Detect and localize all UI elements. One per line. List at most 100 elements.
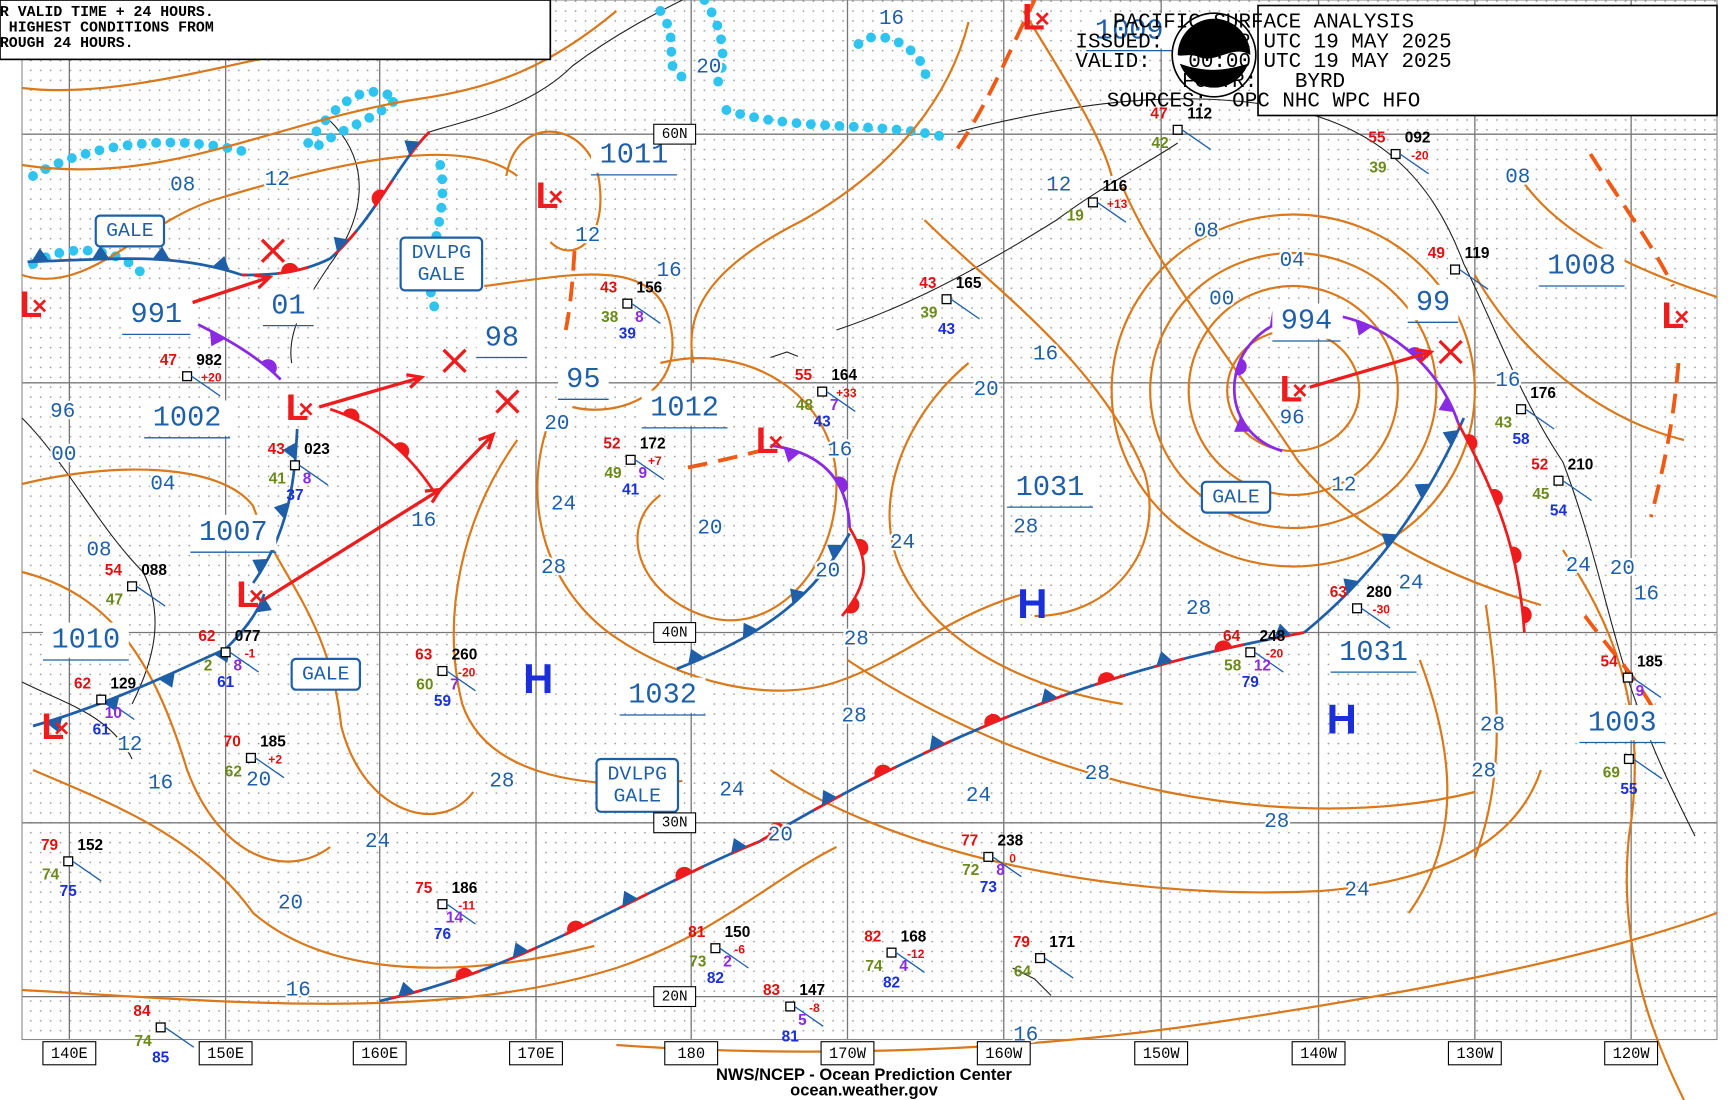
station-k: -30 [1373, 603, 1391, 617]
isobar [616, 911, 1718, 1053]
wind-barb [136, 585, 166, 607]
isobar-label: 16 [286, 980, 311, 1003]
lon-label: 180 [677, 1045, 705, 1063]
ice-edge [655, 6, 688, 82]
front [197, 323, 282, 381]
front-symbol [827, 544, 843, 560]
isobar-label: 16 [879, 8, 904, 31]
pressure-label: 1008 [1547, 250, 1616, 283]
wind-barb [446, 903, 476, 925]
isobar-label: 28 [1471, 761, 1496, 784]
wind-barb [826, 391, 856, 412]
front [758, 631, 1305, 843]
isobar-label: 28 [541, 557, 566, 580]
station-p: 023 [304, 441, 330, 458]
notice-box [0, 0, 552, 61]
station-p: 156 [637, 279, 663, 296]
station-t: 84 [133, 1003, 151, 1020]
station-c: 76 [434, 926, 451, 943]
station-symbol [817, 386, 828, 397]
pressure-label: 1010 [52, 624, 121, 657]
high-center: H [1017, 580, 1047, 627]
station-symbol [1516, 404, 1527, 415]
station-c: 81 [782, 1028, 800, 1045]
isobar-label: 96 [1280, 408, 1305, 431]
front-symbol [783, 447, 801, 463]
lat-label: 20N [662, 989, 688, 1005]
station-w: 8 [303, 471, 312, 488]
station-p: 164 [831, 367, 857, 384]
station-k: -1 [244, 647, 255, 661]
isobar-label: 28 [1480, 714, 1505, 737]
station-c: 82 [707, 970, 724, 987]
station-t: 79 [1013, 934, 1030, 951]
isobar-label: 16 [827, 439, 852, 462]
lon-label: 150E [207, 1045, 244, 1063]
station-symbol [1245, 647, 1256, 658]
isobar [1473, 604, 1498, 859]
wind-barb [1361, 607, 1391, 629]
front-symbol [45, 716, 63, 733]
storm-track [192, 275, 271, 305]
notice-line: FORECAST TRACKS ARE FOR VALID TIME + 24 … [0, 5, 214, 21]
pressure-label-box [122, 297, 191, 333]
header-line: SOURCES: OPC NHC WPC HFO [1107, 91, 1421, 114]
lat-label: 60N [662, 127, 688, 143]
isobar-label: 16 [1634, 584, 1659, 607]
front-symbol [1273, 623, 1292, 639]
low-center: L [1022, 0, 1045, 38]
station-symbol [1553, 475, 1564, 486]
dot-grid [22, 0, 1717, 1040]
station-d: 74 [42, 867, 60, 884]
coastline [21, 681, 133, 760]
wind-barb [1254, 651, 1284, 673]
lon-label: 160W [985, 1045, 1023, 1063]
station-symbol [96, 694, 107, 705]
station-d: 74 [135, 1033, 153, 1050]
station-w: 9 [1636, 683, 1645, 700]
front-symbol [209, 330, 226, 347]
low-center-x [33, 299, 47, 313]
front-symbol [371, 189, 386, 206]
lon-label-box [664, 1041, 719, 1066]
front-symbol [512, 942, 529, 958]
isobar-label: 24 [966, 785, 991, 808]
coastline [836, 142, 1178, 331]
isobar [690, 21, 970, 364]
lon-label-box [1447, 1041, 1502, 1066]
station-symbol [155, 1022, 166, 1033]
station-symbol [437, 899, 448, 910]
storm-track-arrow [1415, 347, 1435, 364]
front-symbol [31, 248, 50, 262]
station-k: -6 [734, 943, 745, 957]
isobar-label: 08 [87, 540, 112, 563]
station-d: 74 [865, 958, 883, 975]
front-symbol [742, 622, 758, 639]
station-symbol [220, 647, 231, 658]
pressure-label-box [1579, 705, 1666, 741]
wind-barb [1525, 408, 1555, 430]
station-p: 185 [260, 734, 286, 751]
station-d: 58 [1224, 658, 1242, 675]
station-d: 39 [920, 305, 937, 322]
lon-label: 150W [1143, 1045, 1181, 1063]
station-w: 9 [638, 465, 647, 482]
lon-label: 160E [361, 1045, 398, 1063]
isobar [1407, 659, 1449, 914]
station-t: 82 [864, 928, 881, 945]
isobar [1473, 274, 1685, 442]
wind-barb [1459, 268, 1489, 290]
isobar-label: 12 [1046, 174, 1071, 197]
trough [563, 250, 577, 331]
front-symbol [1414, 483, 1431, 499]
station-d: 62 [225, 763, 242, 780]
isobar-label: 24 [719, 779, 744, 802]
station-symbol [1622, 672, 1633, 683]
low-center-x [549, 190, 563, 204]
front-symbol [1156, 651, 1174, 667]
station-t: 55 [1368, 130, 1386, 147]
station-p: 112 [1187, 105, 1212, 122]
isobar [21, 153, 518, 281]
station-p: 077 [235, 628, 261, 645]
